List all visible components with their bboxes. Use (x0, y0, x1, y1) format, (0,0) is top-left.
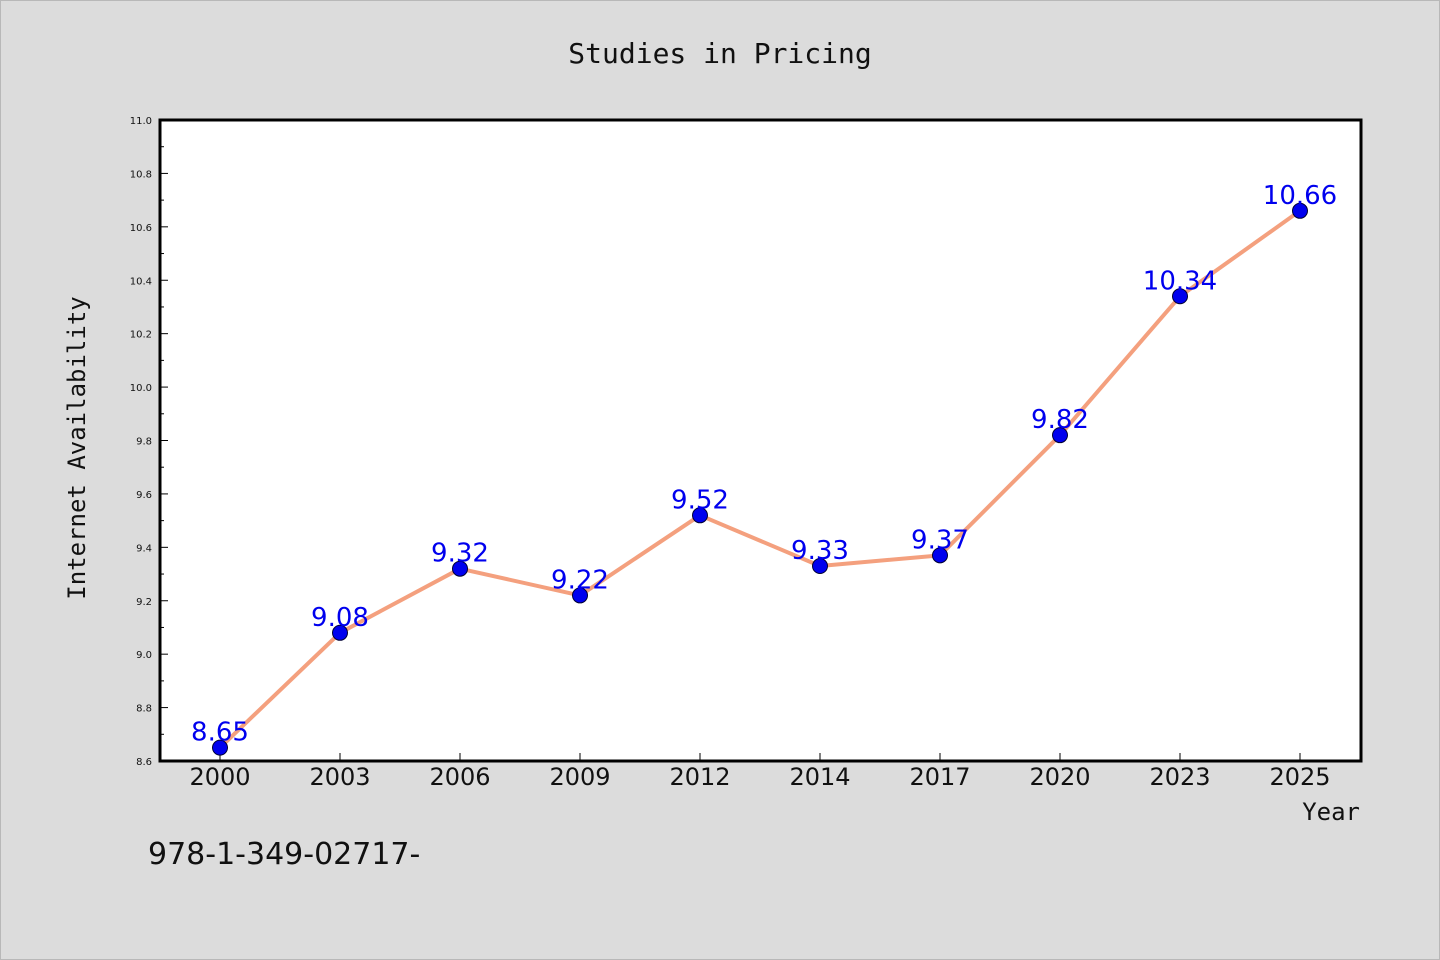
x-tick-label: 2023 (1149, 763, 1210, 791)
data-label: 10.34 (1143, 266, 1217, 296)
y-tick-label: 10.0 (130, 383, 152, 394)
x-tick-label: 2014 (789, 763, 850, 791)
data-label: 9.37 (911, 525, 969, 555)
data-point (452, 560, 468, 577)
data-point (1172, 288, 1188, 305)
x-axis-label: Year (1302, 798, 1360, 826)
chart-title: Studies in Pricing (568, 37, 871, 70)
x-tick-label: 2025 (1269, 763, 1330, 791)
data-label: 10.66 (1263, 181, 1337, 211)
data-point (932, 547, 948, 564)
data-point (1052, 427, 1068, 444)
x-tick-label: 2003 (309, 763, 370, 791)
footer-text: 978-1-349-02717- (148, 837, 420, 872)
y-tick-label: 10.8 (130, 169, 152, 180)
x-tick-label: 2000 (189, 763, 250, 791)
data-labels: 8.65 9.08 9.32 9.22 9.52 9.33 9.37 9.82 10.34 10.… (191, 181, 1337, 748)
y-tick-label: 8.8 (136, 704, 152, 715)
y-axis: 8.6 8.8 9.0 9.2 9.4 9.6 9.8 10.0 10.2 10.4 10.6 10.… (130, 116, 168, 768)
data-label: 9.33 (791, 536, 849, 566)
y-tick-label: 10.4 (130, 276, 152, 287)
y-tick-label: 9.0 (136, 650, 152, 661)
x-tick-label: 2006 (429, 763, 490, 791)
y-axis-label: Internet Availability (63, 296, 91, 599)
data-label: 9.22 (551, 565, 609, 595)
x-tick-label: 2012 (669, 763, 730, 791)
data-point (692, 507, 708, 524)
data-point (332, 624, 348, 641)
y-tick-label: 9.4 (136, 543, 152, 554)
x-tick-label: 2009 (549, 763, 610, 791)
data-point (812, 558, 828, 575)
y-tick-label: 11.0 (130, 116, 152, 127)
data-label: 8.65 (191, 718, 249, 748)
data-point (212, 739, 228, 756)
series-line (218, 209, 1302, 750)
y-tick-label: 10.6 (130, 223, 152, 234)
y-tick-label: 9.2 (136, 597, 152, 608)
data-label: 9.32 (431, 539, 489, 569)
x-axis: 2000 2003 2006 2009 2012 2014 2017 2020 2023 2025 (189, 753, 1331, 791)
data-points (212, 202, 1308, 756)
data-point (572, 587, 588, 604)
y-tick-label: 9.8 (136, 437, 152, 448)
plot-area (158, 118, 1363, 763)
data-label: 9.08 (311, 603, 369, 633)
x-tick-label: 2017 (909, 763, 970, 791)
x-tick-label: 2020 (1029, 763, 1090, 791)
data-point (1292, 202, 1308, 219)
y-tick-label: 8.6 (136, 757, 152, 768)
data-label: 9.52 (671, 485, 729, 515)
y-tick-label: 9.6 (136, 490, 152, 501)
data-label: 9.82 (1031, 405, 1089, 435)
y-tick-label: 10.2 (130, 330, 152, 341)
